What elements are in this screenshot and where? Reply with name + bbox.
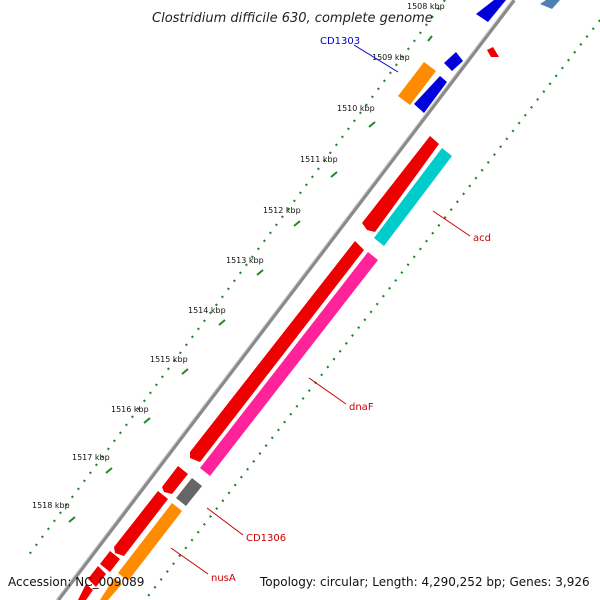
genome-backbone — [56, 0, 516, 600]
gene-label-nusa[interactable]: nusA — [211, 573, 236, 584]
gene-label-acd[interactable]: acd — [473, 233, 491, 244]
genome-summary-text: Topology: circular; Length: 4,290,252 bp… — [259, 575, 590, 589]
gene-small-red[interactable] — [487, 47, 499, 57]
tick-label-1513: 1513 kbp — [226, 256, 264, 265]
gene-blue-reverse[interactable] — [414, 76, 447, 113]
gene-dnaf-pink[interactable] — [200, 252, 378, 476]
leader-acd — [432, 210, 471, 237]
gene-bottom-red-1[interactable] — [100, 551, 120, 572]
tick-label-1516: 1516 kbp — [111, 405, 149, 414]
gene-nusa-red[interactable] — [114, 491, 168, 556]
tick-label-1508: 1508 kbp — [407, 2, 445, 11]
gene-bottom-red-3[interactable] — [78, 584, 93, 600]
gene-top-steelblue[interactable] — [540, 0, 560, 9]
leader-cd1303 — [353, 44, 399, 73]
leader-nusa — [170, 547, 209, 575]
leader-cd1306 — [206, 507, 244, 536]
gene-nusa-orange[interactable] — [118, 503, 182, 581]
ruler-outer-dots — [24, 0, 446, 561]
gene-cd1306-gray[interactable] — [176, 478, 202, 506]
gene-cd1306-red[interactable] — [162, 466, 188, 494]
gene-label-dnaf[interactable]: dnaF — [349, 402, 374, 413]
gene-acd-red[interactable] — [362, 136, 439, 232]
ruler-major-ticks — [68, 35, 433, 523]
gene-label-cd1306[interactable]: CD1306 — [246, 533, 286, 544]
page-title: Clostridium difficile 630, complete geno… — [152, 11, 433, 26]
tick-label-1515: 1515 kbp — [150, 355, 188, 364]
gene-bottom-orange[interactable] — [100, 578, 122, 600]
tick-label-1514: 1514 kbp — [188, 306, 226, 315]
leader-dnaf — [308, 377, 347, 405]
gene-bottom-red-2[interactable] — [88, 566, 106, 587]
gene-top-blue[interactable] — [476, 0, 506, 22]
gene-cd1303-blue-small[interactable] — [444, 52, 463, 71]
gene-acd-cyan[interactable] — [374, 148, 452, 246]
tick-label-1509: 1509 kbp — [372, 53, 410, 62]
tick-label-1512: 1512 kbp — [263, 206, 301, 215]
tick-label-1511: 1511 kbp — [300, 155, 338, 164]
tick-label-1517: 1517 kbp — [72, 453, 110, 462]
accession-text: Accession: NC_009089 — [8, 575, 144, 589]
gene-dnaf-red[interactable] — [190, 241, 364, 462]
gene-cd1303-orange[interactable] — [398, 62, 436, 105]
gene-label-cd1303[interactable]: CD1303 — [320, 36, 360, 47]
tick-label-1518: 1518 kbp — [32, 501, 70, 510]
genome-backbone-highlight — [55, 0, 513, 600]
tick-label-1510: 1510 kbp — [337, 104, 375, 113]
